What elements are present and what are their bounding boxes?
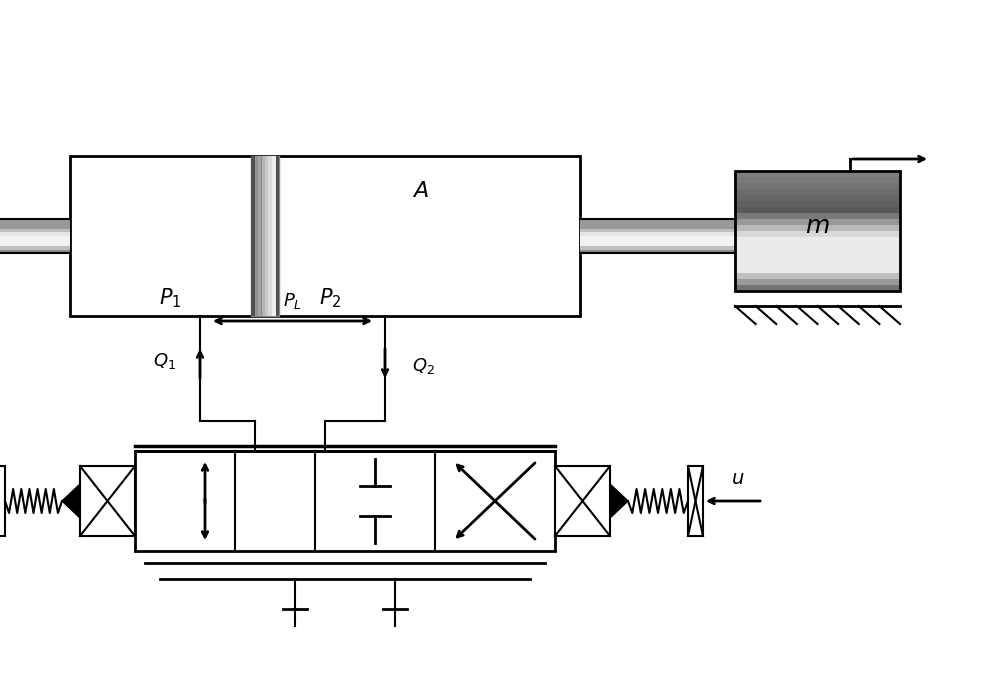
Bar [251, 156, 254, 316]
Bar [735, 279, 900, 285]
Bar [0, 250, 70, 254]
Bar [580, 229, 735, 233]
Bar [251, 156, 279, 316]
Bar [735, 171, 900, 291]
Text: $Q_2$: $Q_2$ [412, 356, 434, 376]
Bar [735, 255, 900, 261]
Bar [258, 156, 261, 316]
Bar [0, 466, 5, 536]
Bar [580, 218, 735, 222]
Bar [735, 219, 900, 225]
Bar [0, 243, 70, 247]
Bar [0, 222, 70, 226]
Bar [735, 285, 900, 291]
Bar [0, 239, 70, 243]
Bar [265, 156, 268, 316]
Bar [0, 222, 70, 226]
Bar [0, 226, 70, 229]
Bar [735, 237, 900, 243]
Text: $A$: $A$ [412, 181, 428, 201]
Bar [580, 243, 735, 247]
Text: $P_L$: $P_L$ [283, 291, 302, 311]
Bar [0, 236, 70, 239]
Bar [0, 218, 70, 222]
Polygon shape [610, 484, 628, 518]
Text: $Q_1$: $Q_1$ [153, 351, 177, 371]
Bar [135, 451, 555, 551]
Bar [735, 231, 900, 237]
Text: $P_1$: $P_1$ [159, 286, 181, 310]
Bar [0, 226, 70, 229]
Bar [70, 156, 580, 316]
Bar [580, 222, 735, 226]
Bar [735, 195, 900, 201]
Bar [0, 243, 70, 247]
Bar [0, 229, 70, 233]
Bar [735, 207, 900, 213]
Bar [0, 247, 70, 250]
Text: $m$: $m$ [805, 214, 830, 238]
Bar [276, 156, 279, 316]
Bar [580, 226, 735, 229]
Bar [580, 236, 735, 239]
Text: $P_2$: $P_2$ [319, 286, 341, 310]
Bar [735, 243, 900, 249]
Text: $u$: $u$ [731, 470, 745, 489]
Bar [580, 250, 735, 254]
Bar [735, 177, 900, 183]
Bar [0, 250, 70, 254]
Bar [0, 239, 70, 243]
Bar [735, 189, 900, 195]
Bar [0, 218, 70, 222]
Bar [0, 236, 70, 239]
Bar [735, 261, 900, 267]
Bar [580, 247, 735, 250]
Bar [555, 466, 610, 536]
Bar [268, 156, 272, 316]
Bar [580, 233, 735, 236]
Polygon shape [62, 484, 80, 518]
Bar [580, 239, 735, 243]
Bar [735, 201, 900, 207]
Bar [735, 183, 900, 189]
Bar [80, 466, 135, 536]
Bar [735, 249, 900, 255]
Bar [276, 156, 279, 316]
Bar [262, 156, 265, 316]
Bar [0, 247, 70, 250]
Bar [272, 156, 276, 316]
Bar [688, 466, 703, 536]
Bar [0, 233, 70, 236]
Bar [251, 156, 254, 316]
Bar [0, 229, 70, 233]
Bar [735, 267, 900, 273]
Bar [735, 171, 900, 177]
Bar [735, 213, 900, 219]
Bar [735, 273, 900, 279]
Bar [254, 156, 258, 316]
Bar [735, 225, 900, 231]
Bar [0, 233, 70, 236]
